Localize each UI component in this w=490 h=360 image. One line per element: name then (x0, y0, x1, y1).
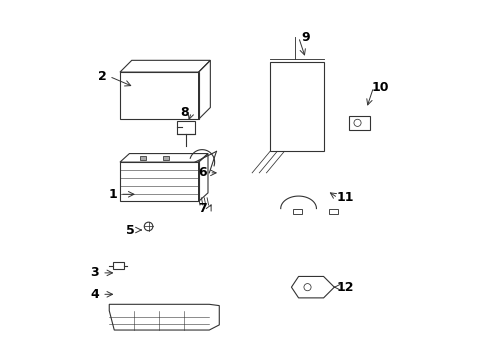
Bar (348, 116, 370, 130)
Bar (177, 121, 195, 134)
Bar (293, 208, 302, 214)
Text: 6: 6 (198, 166, 206, 179)
Text: 9: 9 (301, 31, 310, 44)
Text: 10: 10 (372, 81, 390, 94)
Text: 1: 1 (108, 188, 117, 201)
Text: 8: 8 (180, 105, 189, 119)
Text: 12: 12 (336, 281, 354, 294)
Bar (140, 156, 146, 159)
Text: 3: 3 (91, 266, 99, 279)
Text: 11: 11 (336, 192, 354, 204)
Bar (113, 262, 123, 269)
Bar (163, 156, 170, 159)
Text: 2: 2 (98, 70, 106, 83)
Bar (329, 208, 338, 214)
Text: 7: 7 (198, 202, 206, 215)
Text: 4: 4 (91, 288, 99, 301)
Text: 5: 5 (126, 224, 135, 237)
Bar (270, 62, 323, 152)
